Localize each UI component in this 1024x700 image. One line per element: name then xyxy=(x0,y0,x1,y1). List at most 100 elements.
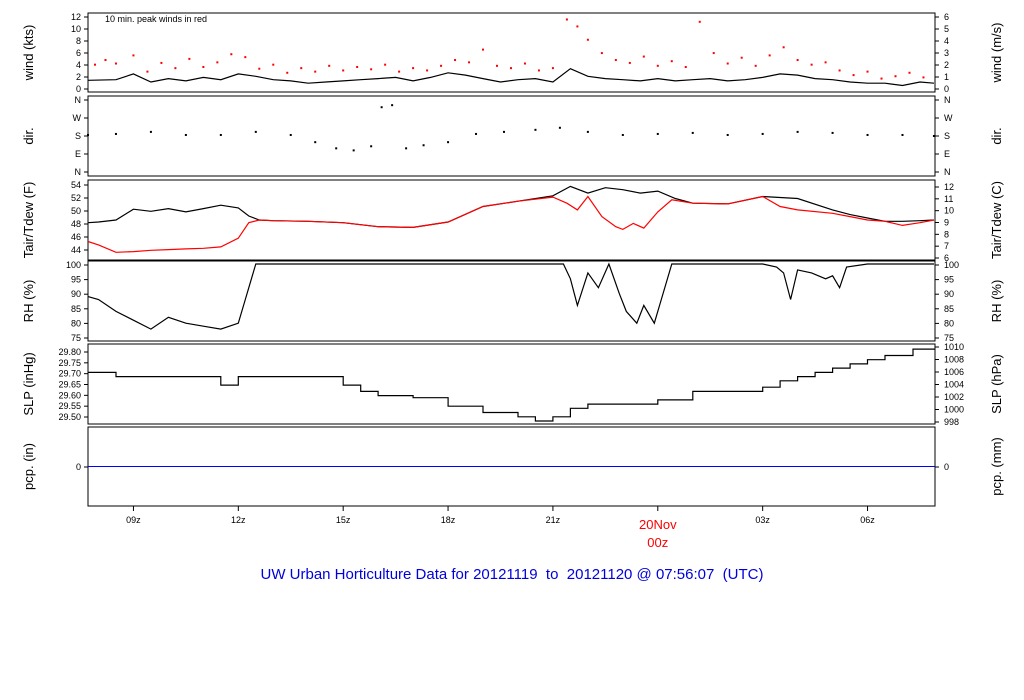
peak-wind-point xyxy=(614,59,617,62)
peak-wind-point xyxy=(838,69,841,72)
left-tick-label-dir: W xyxy=(73,113,82,123)
left-axis-label-dir: dir. xyxy=(21,127,36,144)
left-tick-label-temp: 54 xyxy=(71,180,81,190)
peak-wind-point xyxy=(370,68,373,71)
right-tick-label-rh: 80 xyxy=(944,318,954,328)
left-tick-label-temp: 52 xyxy=(71,193,81,203)
left-tick-label-wind: 0 xyxy=(76,84,81,94)
right-tick-label-temp: 10 xyxy=(944,206,954,216)
right-tick-label-wind: 3 xyxy=(944,48,949,58)
left-tick-label-wind: 4 xyxy=(76,60,81,70)
peak-wind-point xyxy=(894,75,897,78)
right-axis-label-slp: SLP (hPa) xyxy=(989,354,1004,414)
direction-point xyxy=(796,130,799,133)
peak-wind-point xyxy=(440,64,443,67)
left-tick-label-rh: 90 xyxy=(71,289,81,299)
peak-wind-point xyxy=(216,61,219,64)
right-tick-label-wind: 2 xyxy=(944,60,949,70)
peak-wind-point xyxy=(656,64,659,67)
left-tick-label-dir: S xyxy=(75,131,81,141)
left-tick-label-slp: 29.60 xyxy=(58,390,81,400)
left-axis-label-wind: wind (kts) xyxy=(21,25,36,82)
peak-wind-point xyxy=(328,64,331,67)
peak-wind-point xyxy=(537,69,540,72)
direction-point xyxy=(405,147,408,150)
peak-wind-point xyxy=(174,67,177,70)
peak-wind-point xyxy=(628,61,631,64)
left-tick-label-rh: 95 xyxy=(71,275,81,285)
direction-point xyxy=(289,133,292,136)
series-line-slp xyxy=(88,348,935,422)
direction-point xyxy=(558,126,561,129)
panel-frame-temp xyxy=(87,179,936,261)
right-tick-label-temp: 6 xyxy=(944,253,949,263)
direction-point xyxy=(87,133,89,136)
right-tick-label-dir: E xyxy=(944,149,950,159)
peak-wind-point xyxy=(670,60,673,63)
direction-point xyxy=(761,132,764,135)
direction-point xyxy=(866,133,869,136)
peak-wind-point xyxy=(796,59,799,62)
right-tick-label-dir: W xyxy=(944,113,953,123)
left-tick-label-temp: 44 xyxy=(71,245,81,255)
peak-wind-point xyxy=(342,69,345,72)
direction-point xyxy=(219,133,222,136)
peak-wind-point xyxy=(551,67,554,70)
direction-point xyxy=(656,132,659,135)
peak-wind-point xyxy=(188,57,191,60)
x-tick-label: 09z xyxy=(126,515,141,525)
peak-wind-point xyxy=(726,62,729,65)
direction-point xyxy=(502,130,505,133)
left-tick-label-temp: 50 xyxy=(71,206,81,216)
left-axis-label-slp: SLP (inHg) xyxy=(21,352,36,415)
peak-wind-point xyxy=(300,67,303,70)
right-axis-label-temp: Tair/Tdew (C) xyxy=(989,181,1004,259)
peak-wind-point xyxy=(314,70,317,73)
peak-wind-point xyxy=(754,64,757,67)
left-tick-label-slp: 29.50 xyxy=(58,412,81,422)
right-tick-label-temp: 9 xyxy=(944,218,949,228)
direction-point xyxy=(380,106,383,109)
left-tick-label-slp: 29.65 xyxy=(58,380,81,390)
right-tick-label-rh: 75 xyxy=(944,333,954,343)
peak-wind-point xyxy=(426,69,429,72)
left-axis-label-pcp: pcp. (in) xyxy=(21,443,36,490)
x-tick-label: 21z xyxy=(546,515,561,525)
peak-wind-point xyxy=(244,56,247,59)
chart-caption: UW Urban Horticulture Data for 20121119 … xyxy=(260,566,764,583)
left-tick-label-wind: 8 xyxy=(76,36,81,46)
left-tick-label-temp: 46 xyxy=(71,232,81,242)
peak-wind-point xyxy=(384,63,387,66)
direction-point xyxy=(114,132,117,135)
left-tick-label-temp: 48 xyxy=(71,219,81,229)
left-tick-label-wind: 2 xyxy=(76,72,81,82)
left-tick-label-dir: N xyxy=(75,95,82,105)
date-marker-day: 20Nov xyxy=(639,517,677,532)
direction-point xyxy=(254,130,257,133)
right-tick-label-dir: N xyxy=(944,167,951,177)
direction-point xyxy=(475,132,478,135)
direction-point xyxy=(586,130,589,133)
right-tick-label-rh: 100 xyxy=(944,260,959,270)
peak-wind-point xyxy=(132,54,135,57)
left-tick-label-rh: 80 xyxy=(71,318,81,328)
right-axis-label-pcp: pcp. (mm) xyxy=(989,437,1004,496)
peak-wind-point xyxy=(810,63,813,66)
x-tick-label: 15z xyxy=(336,515,351,525)
right-tick-label-wind: 0 xyxy=(944,84,949,94)
peak-wind-point xyxy=(866,70,869,73)
peak-wind-point xyxy=(454,59,457,62)
peak-wind-note: 10 min. peak winds in red xyxy=(105,14,207,24)
x-tick-label: 12z xyxy=(231,515,246,525)
direction-point xyxy=(149,130,152,133)
meteogram-chart: wind (kts) wind (m/s)0246810120123456dir.… xyxy=(21,12,1004,550)
peak-wind-point xyxy=(93,63,96,66)
right-tick-label-slp: 1002 xyxy=(944,392,964,402)
peak-wind-point xyxy=(104,59,107,62)
peak-wind-point xyxy=(495,64,498,67)
right-tick-label-wind: 5 xyxy=(944,24,949,34)
direction-point xyxy=(901,133,904,136)
peak-wind-point xyxy=(698,20,701,23)
direction-point xyxy=(621,133,624,136)
peak-wind-point xyxy=(412,67,415,70)
